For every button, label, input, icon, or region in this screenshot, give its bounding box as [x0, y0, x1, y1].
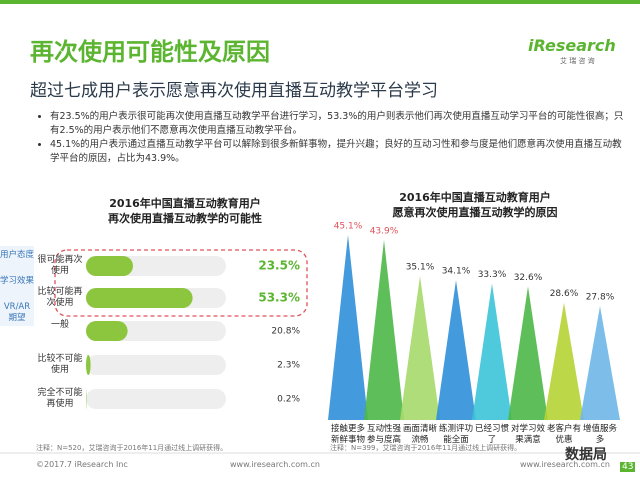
side-tab: VR/AR期望 — [3, 302, 31, 323]
value-label: 53.3% — [258, 291, 300, 305]
category-label: 很可能再次使用 — [37, 255, 83, 276]
title: 再次使用可能性及原因 — [30, 38, 270, 66]
value-label: 28.6% — [550, 289, 579, 299]
value-label: 2.3% — [277, 361, 300, 371]
category-label: 比较不可能使用 — [37, 354, 83, 375]
chart-title: 2016年中国直播互动教育用户 再次使用直播互动教学的可能性 — [108, 197, 262, 225]
spike — [436, 280, 476, 420]
top-bar — [0, 0, 640, 4]
category-label: 对学习效果满意 — [511, 424, 546, 445]
category-label: 画面清晰流畅 — [403, 424, 438, 445]
value-label: 43.9% — [370, 227, 399, 237]
category-label: 已经习惯了 — [475, 424, 510, 445]
side-tabs-bg — [0, 246, 34, 326]
spike — [364, 240, 404, 420]
spike — [580, 306, 620, 420]
category-label: 老客户有优惠 — [547, 424, 582, 445]
spike — [328, 235, 368, 420]
value-label: 23.5% — [258, 259, 300, 273]
value-label: 45.1% — [334, 222, 363, 232]
value-label: 27.8% — [586, 293, 615, 303]
bar-track — [86, 355, 226, 375]
spike — [508, 286, 548, 420]
category-label: 练测评功能全面 — [439, 424, 474, 445]
bullets: 有23.5%的用户表示很可能再次使用直播互动教学平台进行学习，53.3%的用户则… — [36, 110, 630, 166]
bar — [86, 288, 193, 308]
site: www.iresearch.com.cn — [520, 460, 610, 469]
bar — [86, 321, 128, 341]
value-label: 0.2% — [277, 395, 300, 405]
side-tab: 用户态度 — [0, 250, 35, 260]
note: 注释：N=399，艾瑞咨询于2016年11月通过线上调研获得。 — [330, 444, 522, 452]
category-label: 比较可能再次使用 — [37, 287, 83, 308]
subtitle: 超过七成用户表示愿意再次使用直播互动教学平台学习 — [30, 81, 438, 101]
page-number: 43 — [620, 462, 636, 472]
category-label: 一般 — [50, 320, 69, 330]
copyright: ©2017.7 iResearch Inc — [36, 460, 128, 469]
value-label: 33.3% — [478, 270, 507, 280]
bar — [86, 256, 133, 276]
spike — [544, 302, 584, 420]
logo-sub: 艾 瑞 咨 询 — [560, 57, 595, 65]
bar — [86, 355, 91, 375]
bullet: 45.1%的用户表示通过直播互动教学平台可以解除到很多新鲜事物，提升兴趣；良好的… — [50, 138, 630, 166]
category-label: 互动性强参与度高 — [367, 424, 402, 445]
bullet: 有23.5%的用户表示很可能再次使用直播互动教学平台进行学习，53.3%的用户则… — [50, 110, 630, 138]
watermark: 数据局 — [565, 447, 607, 463]
spike — [400, 276, 440, 420]
highlight-box — [54, 249, 308, 317]
value-label: 20.8% — [271, 327, 300, 337]
value-label: 32.6% — [514, 273, 543, 283]
chart-title: 2016年中国直播互动教育用户 愿意再次使用直播互动教学的原因 — [392, 191, 558, 219]
bar-track — [86, 389, 226, 409]
site: www.iresearch.com.cn — [230, 460, 320, 469]
value-label: 34.1% — [442, 267, 471, 277]
category-label: 接触更多新鲜事物 — [331, 424, 366, 445]
note: 注释：N=520，艾瑞咨询于2016年11月通过线上调研获得。 — [36, 444, 228, 452]
value-label: 35.1% — [406, 263, 435, 273]
side-tab: 学习效果 — [0, 276, 35, 286]
category-label: 增值服务多 — [583, 424, 618, 445]
logo: iResearch — [528, 36, 616, 55]
spike — [472, 283, 512, 420]
category-label: 完全不可能再使用 — [37, 388, 83, 409]
